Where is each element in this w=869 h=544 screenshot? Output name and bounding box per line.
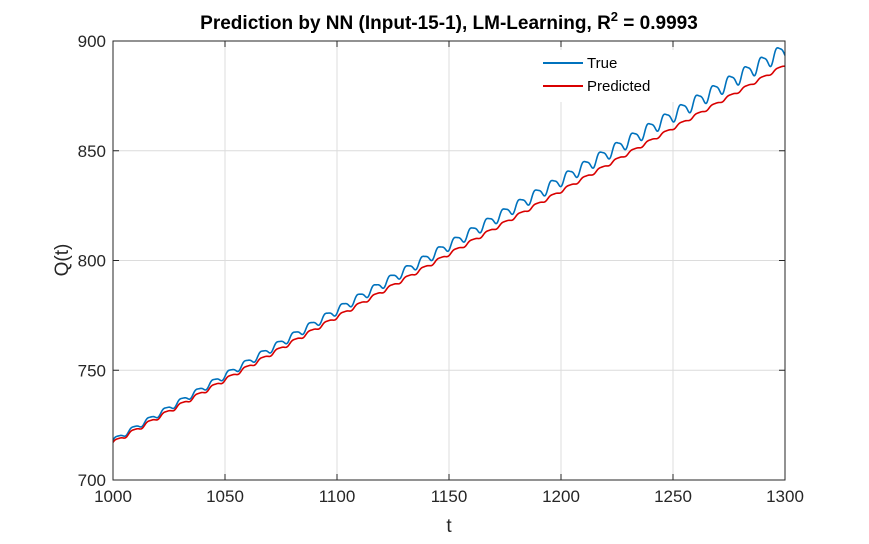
x-tick-label: 1200 [542,487,580,506]
ticks: 1000 1050 1100 1150 1200 1250 1300 700 750 800 850… [78,32,804,506]
chart-title: Prediction by NN (Input-15-1), LM-Learni… [200,9,698,34]
y-tick-label: 700 [78,471,106,490]
x-tick-label: 1100 [319,487,356,506]
legend-label-predicted: Predicted [587,78,650,95]
series-line-true [112,47,786,441]
series-line-predicted [112,65,786,443]
x-tick-label: 1050 [206,487,244,506]
legend: True Predicted [533,50,677,102]
y-tick-label: 750 [78,361,106,380]
y-tick-label: 900 [78,32,106,51]
x-tick-label: 1150 [431,487,468,506]
y-axis-label: Q(t) [52,244,73,277]
y-tick-label: 850 [78,142,106,161]
legend-box [533,50,677,102]
y-tick-label: 800 [78,252,106,271]
series-layer [112,47,786,443]
x-tick-label: 1300 [766,487,804,506]
x-tick-label: 1000 [94,487,132,506]
x-axis-label: t [446,516,452,537]
legend-label-true: True [587,55,617,72]
x-tick-label: 1250 [654,487,692,506]
